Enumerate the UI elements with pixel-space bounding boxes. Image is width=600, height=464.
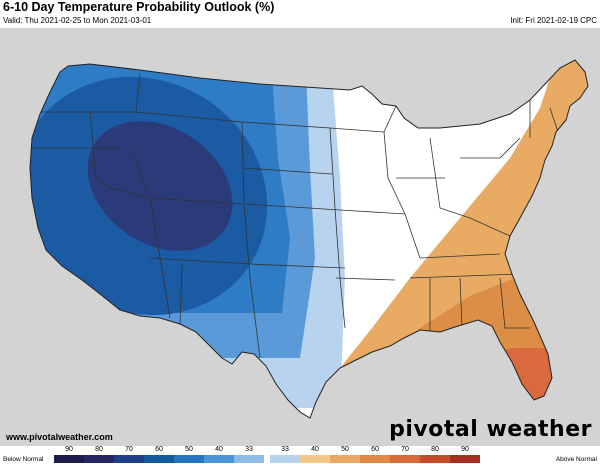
legend-tick-label: 33: [245, 446, 253, 453]
map-header: 6-10 Day Temperature Probability Outlook…: [0, 0, 600, 28]
below-normal-label: Below Normal: [3, 456, 44, 463]
legend-swatch: [204, 455, 234, 463]
lake-superior: [376, 96, 410, 108]
legend-swatch: [234, 455, 264, 463]
map-title: 6-10 Day Temperature Probability Outlook…: [3, 0, 275, 14]
map-svg: [0, 28, 600, 446]
legend-swatch: [450, 455, 480, 463]
legend-swatch: [330, 455, 360, 463]
legend-tick-label: 40: [311, 446, 319, 453]
legend-swatch: [270, 455, 300, 463]
outlook-map: [0, 28, 600, 446]
legend-swatch: [114, 455, 144, 463]
legend-tick-label: 70: [125, 446, 133, 453]
legend-tick-label: 33: [281, 446, 289, 453]
legend-tick-label: 50: [185, 446, 193, 453]
legend-tick-label: 60: [155, 446, 163, 453]
legend-tick-label: 50: [341, 446, 349, 453]
init-time: Init: Fri 2021-02-19 CPC: [510, 16, 597, 25]
below-70-region: [87, 121, 233, 251]
legend-swatch: [420, 455, 450, 463]
legend-tick-label: 60: [371, 446, 379, 453]
legend-swatch: [360, 455, 390, 463]
legend-swatch: [144, 455, 174, 463]
legend-swatch: [390, 455, 420, 463]
above-normal-label: Above Normal: [555, 456, 597, 463]
legend-swatch: [54, 455, 84, 463]
legend-tick-label: 40: [215, 446, 223, 453]
legend-tick-label: 80: [431, 446, 439, 453]
legend-swatch: [174, 455, 204, 463]
legend-tick-label: 90: [65, 446, 73, 453]
pivotal-weather-logo: pivotal weather: [389, 417, 592, 442]
legend-swatch: [84, 455, 114, 463]
legend-tick-label: 80: [95, 446, 103, 453]
valid-period: Valid: Thu 2021-02-25 to Mon 2021-03-01: [3, 16, 152, 25]
website-credit: www.pivotalweather.com: [6, 432, 113, 442]
legend-bar: Below Normal Above Normal 90 80 70 60 50 40 33…: [0, 446, 600, 464]
legend-tick-label: 90: [461, 446, 469, 453]
state-boundaries: [30, 73, 561, 359]
legend-tick-label: 70: [401, 446, 409, 453]
legend-swatch: [300, 455, 330, 463]
